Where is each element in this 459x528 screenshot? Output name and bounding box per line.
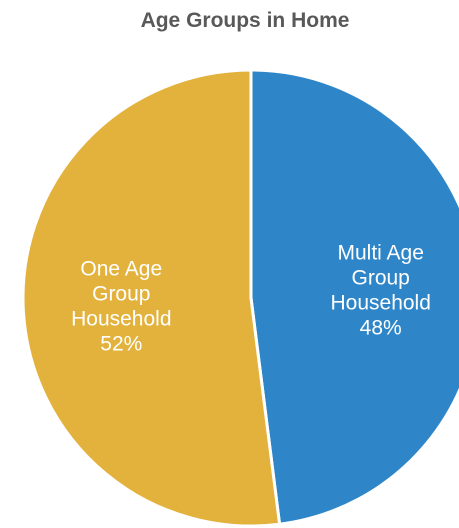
pie-slice-label-1: One Age Group Household 52% xyxy=(71,258,171,356)
pie-slice-label-line: Group xyxy=(352,266,410,289)
pie-slices xyxy=(21,68,459,528)
pie-slice-0 xyxy=(249,68,459,526)
pie-slice-label-line: Multi Age xyxy=(338,241,424,264)
pie-slice-label-line: 48% xyxy=(360,316,402,339)
chart-title: Age Groups in Home xyxy=(140,9,350,32)
pie-slice-label-line: Group xyxy=(92,283,150,306)
pie-slice-label-line: 52% xyxy=(100,333,142,356)
pie-slice-label-line: One Age xyxy=(80,258,162,281)
pie-slice-1 xyxy=(21,68,282,528)
pie-labels: Multi Age Group Household 48%One Age Group Ho… xyxy=(71,241,431,355)
pie-slice-label-line: Household xyxy=(71,308,171,331)
pie-slice-label-line: Household xyxy=(330,291,430,314)
pie-slice-label-0: Multi Age Group Household 48% xyxy=(330,241,430,339)
